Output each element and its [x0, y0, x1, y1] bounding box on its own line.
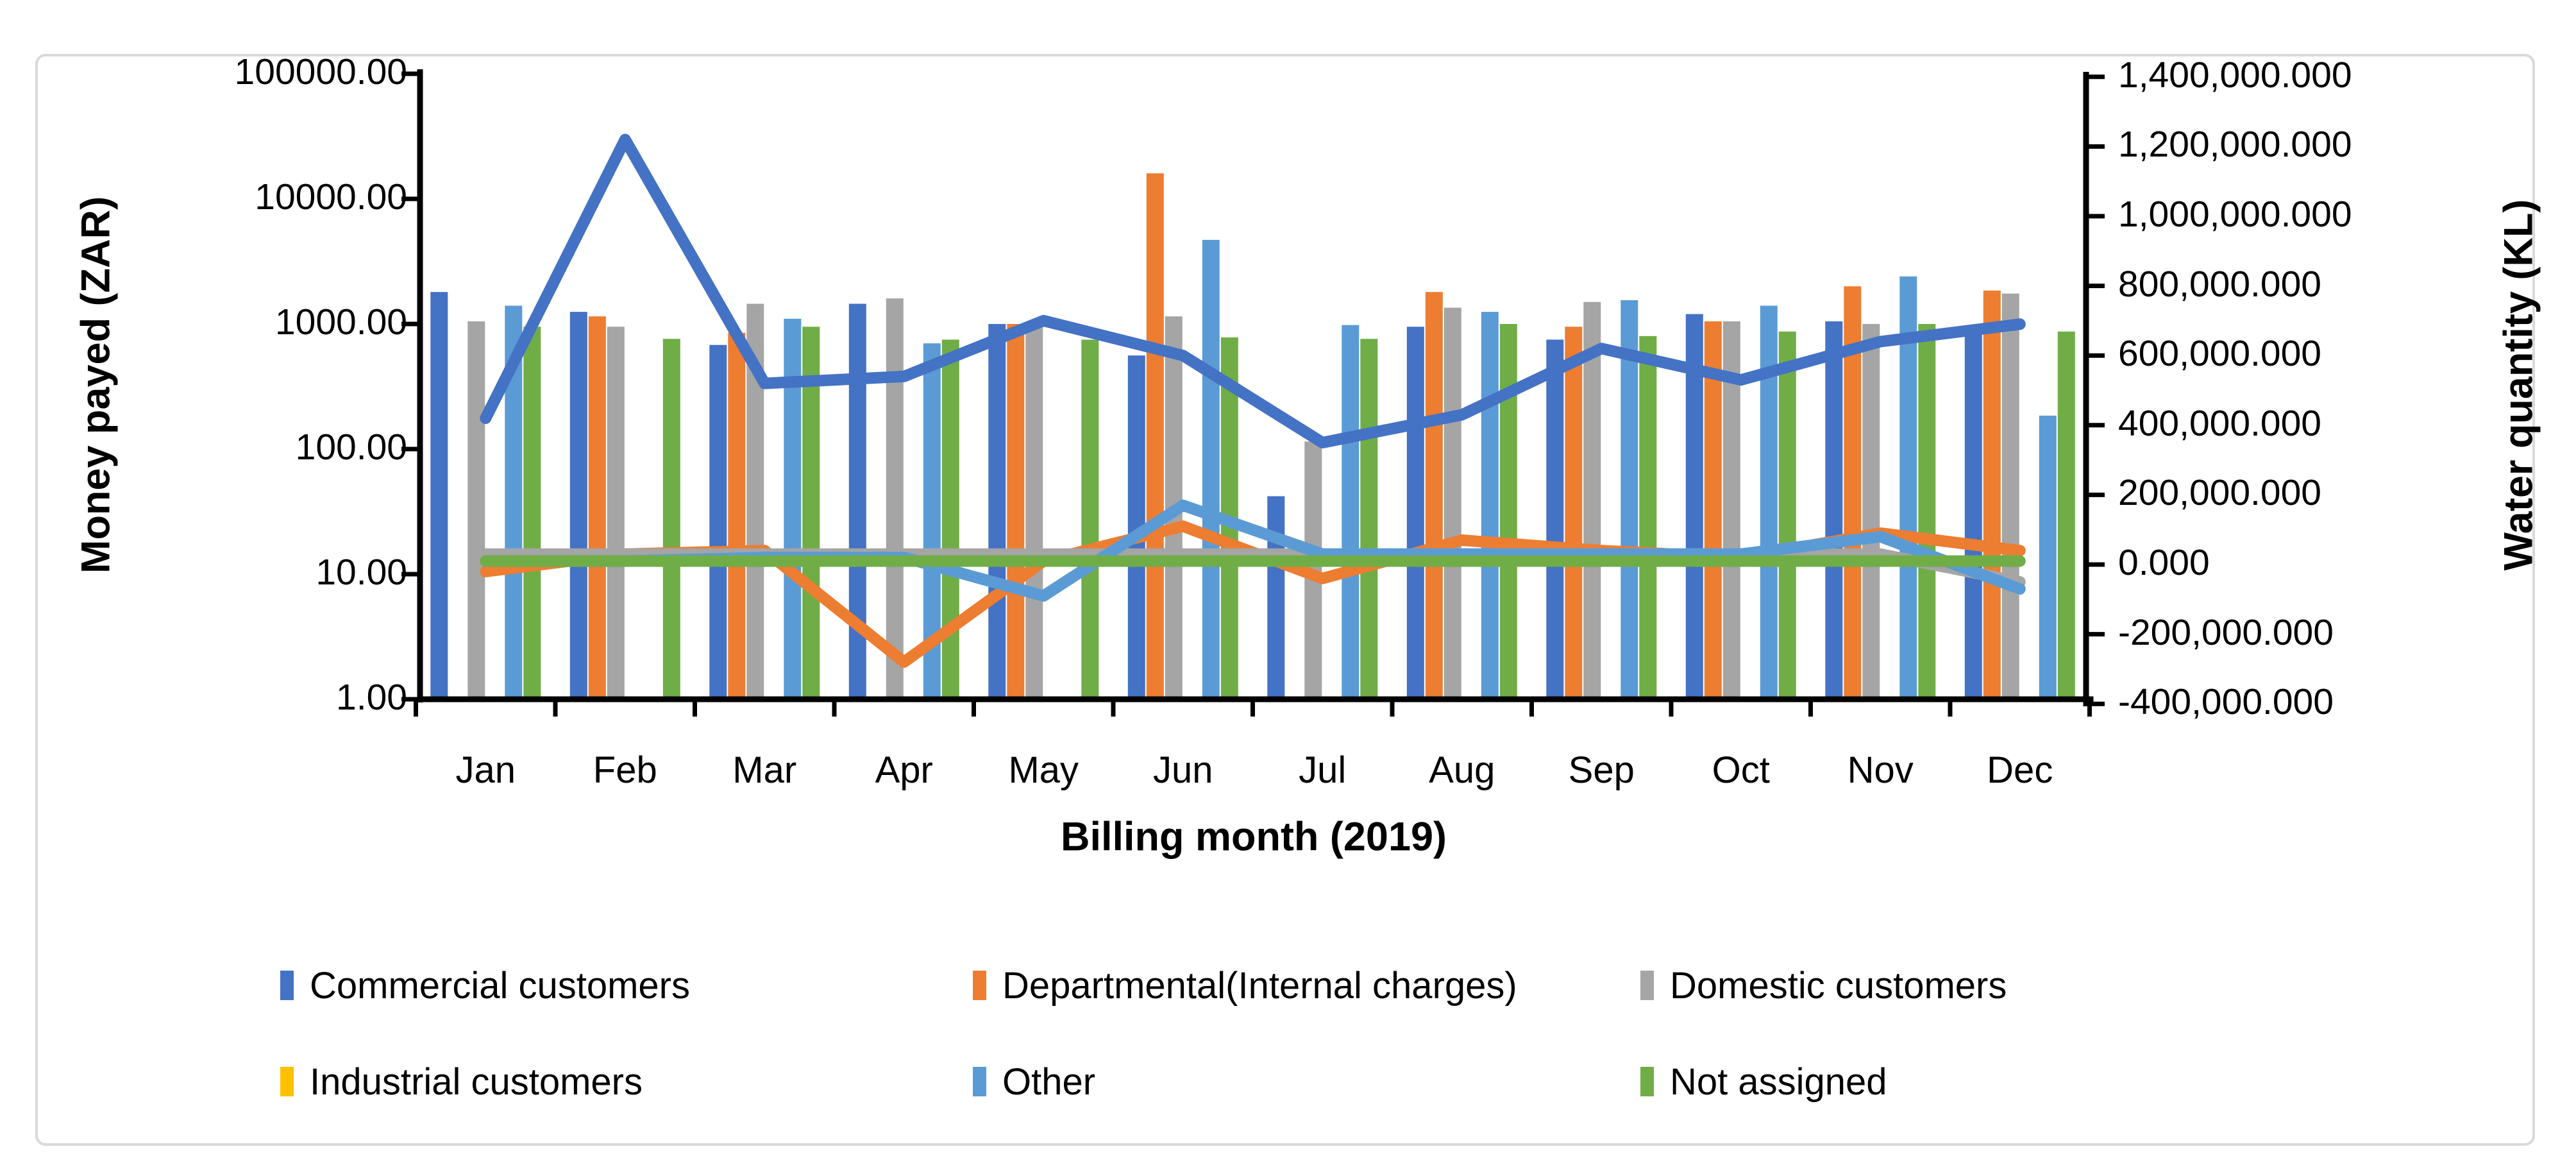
bar-other-nov [1899, 276, 1917, 699]
legend-label-departmental: Departmental(Internal charges) [1002, 964, 1517, 1007]
y-right-tick-label: 800,000.000 [2118, 263, 2321, 305]
x-tick-label-jul: Jul [1299, 749, 1347, 791]
y-right-tick-label: -200,000.000 [2118, 611, 2334, 653]
bar-commercial-customers-mar [709, 344, 727, 699]
legend-label-not-assigned: Not assigned [1670, 1060, 1887, 1103]
bar-departmental-internal-charges-dec [1983, 290, 2001, 699]
axes [401, 69, 2105, 717]
legend-item-domestic: Domestic customers [1640, 964, 2007, 1007]
bar-not-assigned-apr [941, 339, 959, 699]
bar-other-aug [1481, 312, 1499, 700]
x-tick-label-mar: Mar [732, 749, 797, 791]
bar-not-assigned-dec [2057, 331, 2075, 699]
legend-label-domestic: Domestic customers [1670, 964, 2007, 1007]
x-tick-label-sep: Sep [1568, 749, 1635, 791]
bar-commercial-customers-sep [1546, 339, 1564, 699]
bar-domestic-customers-jan [467, 321, 485, 699]
bar-commercial-customers-nov [1825, 321, 1843, 699]
legend-item-not-assigned: Not assigned [1640, 1060, 1887, 1103]
bar-departmental-internal-charges-oct [1704, 321, 1722, 699]
legend-label-other: Other [1002, 1060, 1096, 1103]
bar-commercial-customers-aug [1406, 327, 1424, 699]
bar-not-assigned-sep [1639, 336, 1657, 699]
y-left-tick-label: 100.00 [295, 427, 407, 468]
legend-swatch-industrial [280, 1067, 294, 1096]
bar-not-assigned-jul [1360, 339, 1378, 699]
bar-other-dec [2039, 415, 2057, 699]
legend-item-commercial: Commercial customers [280, 964, 690, 1007]
x-tick-label-jun: Jun [1152, 749, 1213, 791]
y-left-tick-label: 10000.00 [255, 176, 407, 217]
y-left-tick-label: 100000.00 [234, 51, 407, 92]
bar-not-assigned-aug [1499, 324, 1517, 699]
bar-domestic-customers-apr [886, 298, 904, 699]
legend-label-industrial: Industrial customers [310, 1060, 643, 1103]
bar-other-jun [1202, 239, 1220, 699]
bar-domestic-customers-dec [2001, 293, 2019, 700]
y-right-tick-label: 1,200,000.000 [2118, 124, 2352, 166]
bar-domestic-customers-nov [1862, 324, 1880, 699]
bar-not-assigned-nov [1918, 324, 1936, 699]
y-right-tick-label: 200,000.000 [2118, 472, 2321, 514]
bar-departmental-internal-charges-jun [1146, 173, 1164, 699]
bar-not-assigned-jan [523, 327, 541, 699]
y-right-tick-label: 600,000.000 [2118, 333, 2321, 375]
y-right-tick-label: 1,400,000.000 [2118, 54, 2352, 96]
x-tick-label-oct: Oct [1712, 749, 1770, 791]
y-left-axis-title: Money payed (ZAR) [73, 196, 119, 574]
bar-other-sep [1621, 300, 1638, 699]
chart-border-frame [35, 54, 2535, 1146]
bar-other-mar [784, 318, 802, 699]
bar-not-assigned-oct [1778, 331, 1796, 699]
legend-label-commercial: Commercial customers [310, 964, 690, 1007]
bar-departmental-internal-charges-aug [1425, 292, 1443, 699]
legend-item-departmental: Departmental(Internal charges) [973, 964, 1517, 1007]
y-left-tick-label: 10.00 [316, 552, 407, 593]
bar-not-assigned-may [1081, 339, 1099, 699]
bar-departmental-internal-charges-mar [728, 332, 746, 699]
legend-swatch-domestic [1640, 971, 1654, 1000]
bar-commercial-customers-feb [569, 312, 587, 700]
y-right-tick-label: 400,000.000 [2118, 402, 2321, 444]
bar-not-assigned-feb [662, 339, 680, 699]
y-right-tick-label: 1,000,000.000 [2118, 194, 2352, 235]
bar-not-assigned-mar [802, 327, 820, 699]
bar-other-jul [1342, 325, 1360, 699]
legend-swatch-departmental [973, 971, 986, 1000]
legend-item-industrial: Industrial customers [280, 1060, 643, 1103]
legend-item-other: Other [973, 1060, 1096, 1103]
x-tick-label-aug: Aug [1429, 749, 1495, 791]
y-right-axis-title: Water quantity (KL) [2496, 199, 2541, 571]
bar-domestic-customers-aug [1444, 307, 1461, 700]
line-commercial-customers [480, 133, 2026, 448]
y-right-tick-label: -400,000.000 [2118, 681, 2334, 723]
bar-departmental-internal-charges-may [1007, 324, 1025, 699]
legend-swatch-other [973, 1067, 986, 1096]
bar-departmental-internal-charges-feb [588, 316, 606, 699]
legend-swatch-commercial [280, 971, 294, 1000]
legend-swatch-not-assigned [1640, 1067, 1654, 1096]
x-tick-label-may: May [1008, 749, 1079, 791]
y-left-tick-label: 1000.00 [274, 302, 407, 343]
bar-domestic-customers-sep [1583, 302, 1601, 699]
bar-domestic-customers-may [1025, 327, 1043, 699]
bar-commercial-customers-dec [1964, 327, 1982, 699]
bar-domestic-customers-feb [607, 327, 625, 699]
x-tick-label-nov: Nov [1847, 749, 1914, 791]
bar-commercial-customers-oct [1685, 314, 1703, 700]
x-tick-label-apr: Apr [875, 749, 933, 791]
y-left-tick-label: 1.00 [336, 677, 407, 718]
bar-commercial-customers-jul [1267, 496, 1285, 699]
bar-commercial-customers-apr [848, 303, 866, 699]
bar-commercial-customers-jan [430, 292, 448, 699]
x-tick-label-jan: Jan [455, 749, 516, 791]
x-tick-label-feb: Feb [593, 749, 657, 791]
x-axis-title: Billing month (2019) [1060, 814, 1447, 860]
bar-commercial-customers-may [988, 324, 1006, 699]
bar-departmental-internal-charges-sep [1565, 327, 1583, 699]
x-tick-label-dec: Dec [1987, 749, 2053, 791]
y-right-tick-label: 0.000 [2118, 542, 2210, 583]
